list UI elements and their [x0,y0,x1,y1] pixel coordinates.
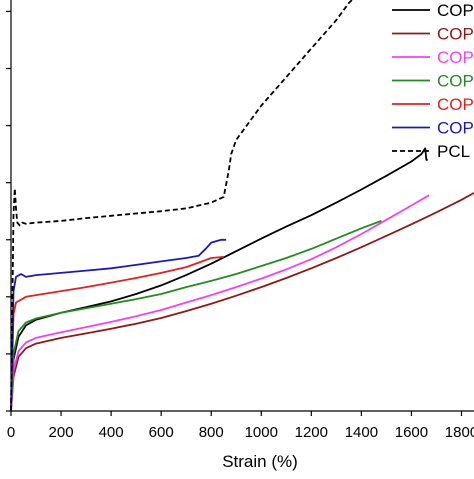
series-line-1 [10,192,474,412]
legend-label-6: PCL [437,142,470,161]
series-lines [10,0,474,412]
series-line-0 [10,147,428,412]
x-tick-label: 400 [99,424,124,441]
legend: COP COP COP COP COP COP PCL [392,1,474,161]
x-tick-label: 600 [149,424,174,441]
x-tick-label: 200 [49,424,74,441]
legend-label-5: COP [437,119,474,138]
x-tick-label: 1000 [245,424,278,441]
x-tick-label: 1400 [345,424,378,441]
x-tick-label: 1600 [395,424,428,441]
legend-label-3: COP [437,72,474,91]
x-tick-label: 800 [199,424,224,441]
x-ticks: 0 200 400 600 800 1000 1200 1400 1600 1800 [7,411,474,441]
x-tick-label: 1200 [295,424,328,441]
series-line-3 [10,220,382,412]
y-ticks [6,10,11,412]
legend-label-2: COP [437,48,474,67]
x-tick-label: 1800 [445,424,474,441]
x-tick-label: 0 [7,424,15,441]
series-line-2 [10,194,430,412]
legend-label-4: COP [437,95,474,114]
axes [10,0,474,412]
legend-label-0: COP [437,1,474,20]
series-line-5 [10,238,227,412]
series-line-4 [10,256,224,412]
x-axis-label: Strain (%) [222,452,298,471]
legend-label-1: COP [437,25,474,44]
series-line-6 [10,0,354,412]
